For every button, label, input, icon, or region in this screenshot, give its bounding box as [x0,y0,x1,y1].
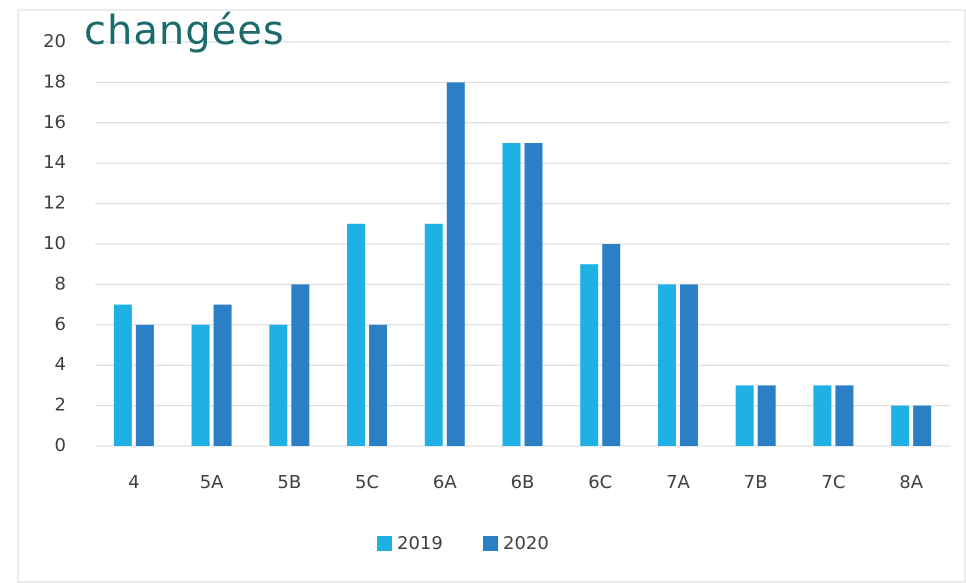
y-tick-label: 10 [43,233,66,254]
bar [502,143,521,446]
bar [835,385,854,446]
y-tick-label: 14 [43,152,66,173]
chart-frame [17,9,966,583]
bar [757,385,776,446]
legend-label: 2019 [397,533,443,554]
x-tick-label: 8A [899,472,923,493]
y-tick-label: 18 [43,71,66,92]
bar [735,385,754,446]
bar [424,223,443,446]
x-tick-label: 6C [588,472,612,493]
x-tick-label: 4 [128,472,139,493]
y-tick-label: 0 [55,435,66,456]
bar [602,244,621,446]
bar [524,143,543,446]
legend-swatch [483,536,498,551]
y-tick-label: 4 [55,354,66,375]
x-tick-label: 5C [355,472,379,493]
legend-swatch [377,536,392,551]
bar [269,324,288,446]
x-tick-label: 7A [666,472,690,493]
y-tick-label: 12 [43,193,66,214]
y-tick-label: 16 [43,112,66,133]
bar [135,324,154,446]
bar [813,385,832,446]
x-tick-label: 5A [200,472,224,493]
bar [291,284,310,446]
y-tick-label: 20 [43,31,66,52]
y-tick-label: 2 [55,395,66,416]
x-tick-label: 6A [433,472,457,493]
x-tick-label: 5B [277,472,301,493]
bar [191,324,210,446]
bar [891,405,910,446]
bar [679,284,698,446]
bar [213,304,232,446]
y-tick-label: 6 [55,314,66,335]
x-tick-label: 7C [821,472,845,493]
bar [657,284,676,446]
bar [913,405,932,446]
legend-label: 2020 [503,533,549,554]
bar [113,304,132,446]
bar [580,264,599,446]
chart-title: changées [84,8,285,54]
bar [347,223,366,446]
bar [446,82,465,447]
x-tick-label: 7B [744,472,768,493]
bar [369,324,388,446]
x-tick-label: 6B [511,472,535,493]
y-tick-label: 8 [55,273,66,294]
